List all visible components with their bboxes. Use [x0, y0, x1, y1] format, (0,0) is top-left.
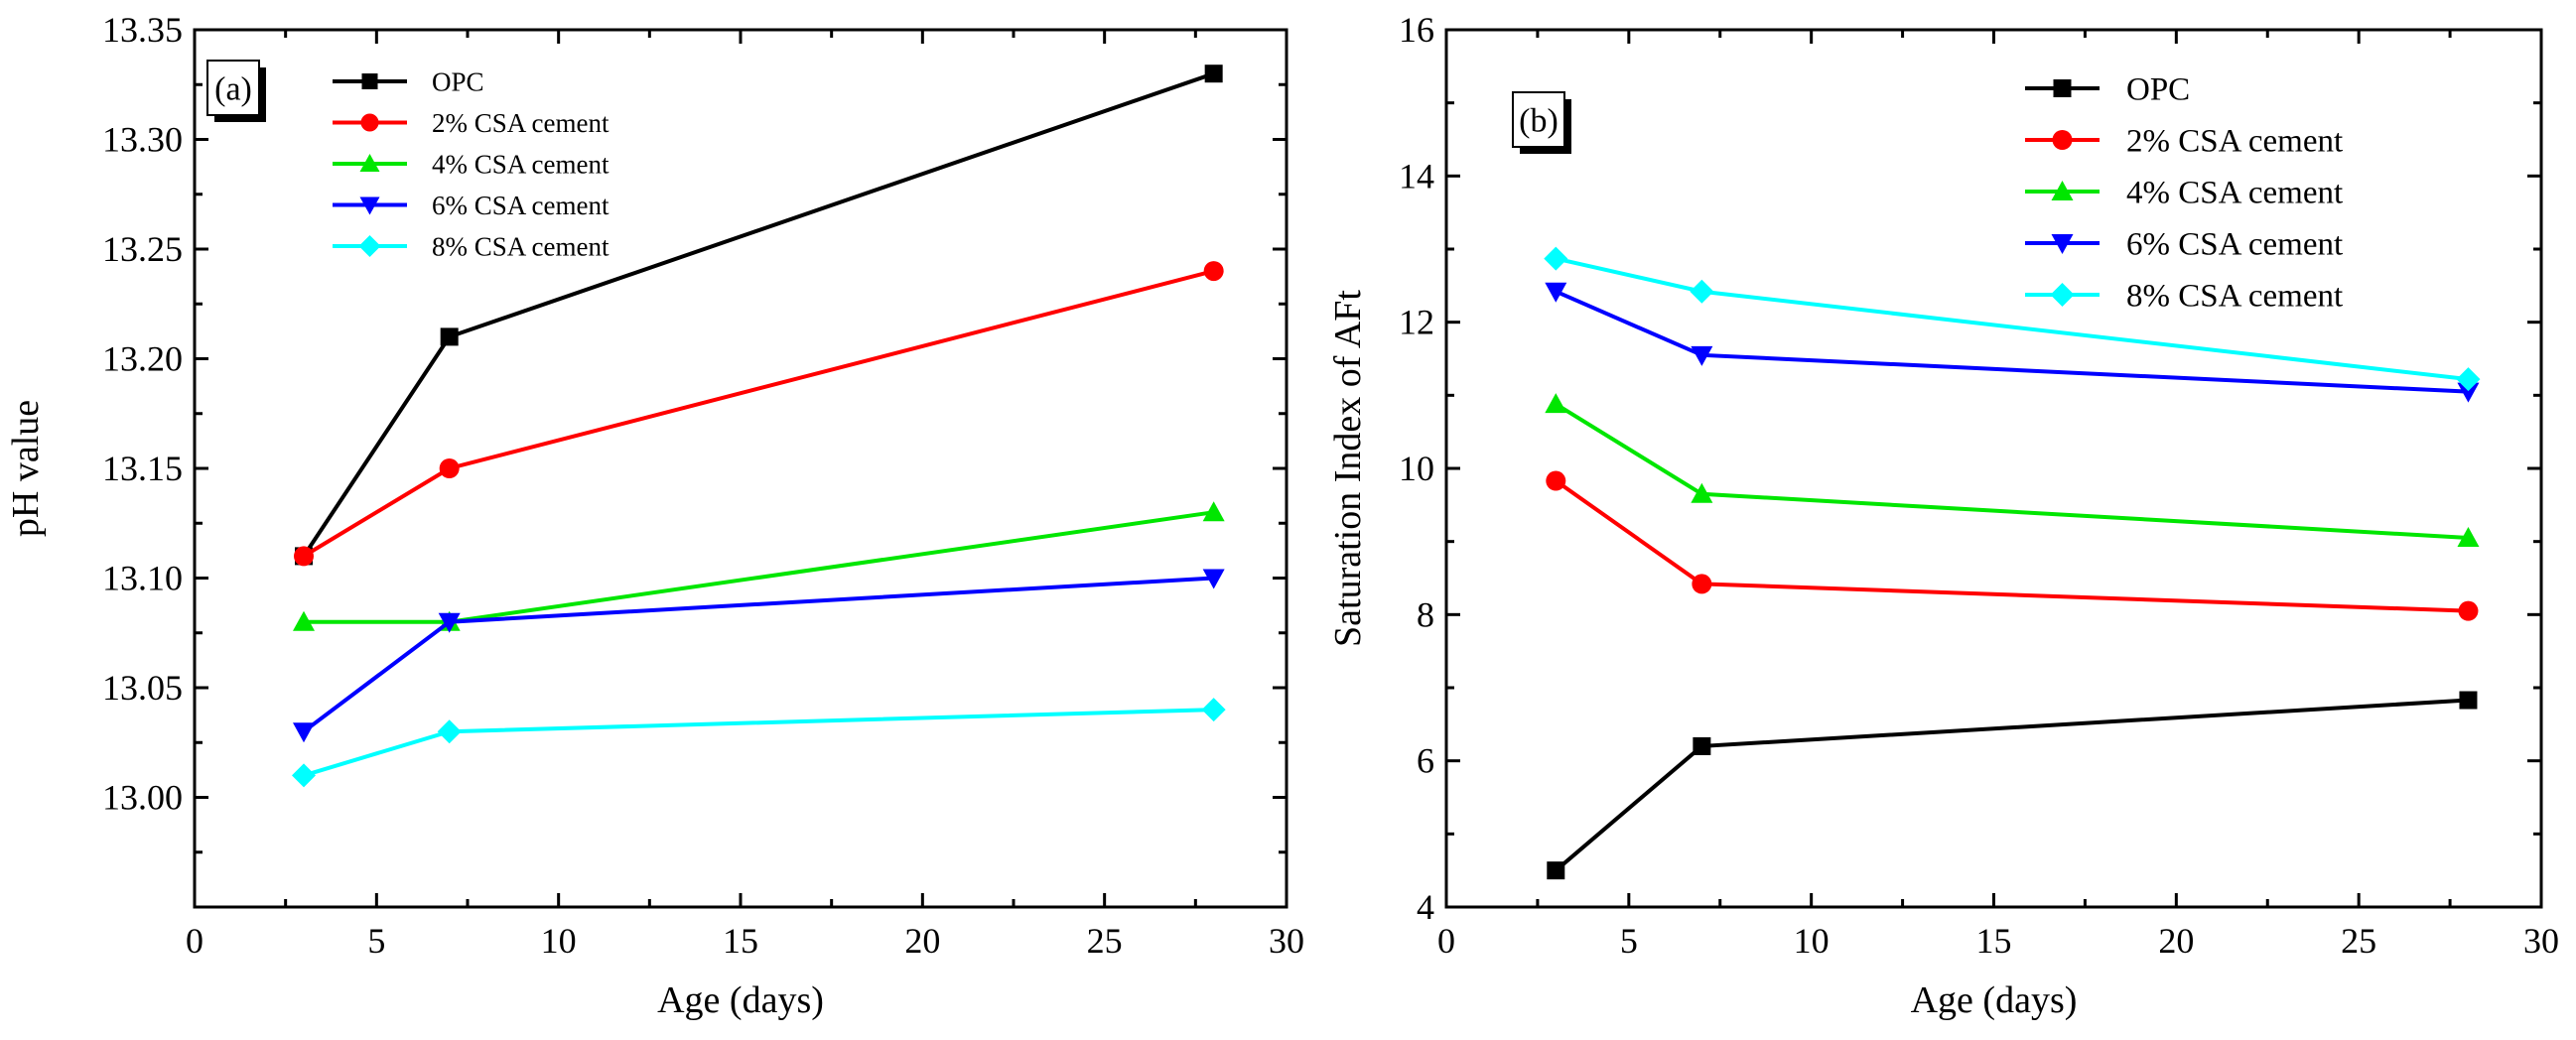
data-point	[1203, 261, 1224, 282]
data-point	[1201, 698, 1226, 722]
y-tick-label: 13.25	[102, 229, 183, 269]
y-tick-label: 13.30	[102, 120, 183, 160]
legend-marker	[2051, 234, 2074, 254]
x-tick-label: 25	[1087, 921, 1123, 961]
y-tick-label: 13.35	[102, 10, 183, 50]
legend-label: 8% CSA cement	[432, 231, 610, 261]
x-tick-label: 30	[2523, 921, 2559, 961]
x-tick-label: 15	[1976, 921, 2012, 961]
data-point	[294, 546, 314, 567]
x-tick-label: 30	[1269, 921, 1304, 961]
data-point	[1545, 282, 1567, 303]
data-point	[439, 458, 460, 478]
series-line-2	[1555, 402, 2469, 540]
data-point	[437, 719, 462, 744]
x-axis-label: Age (days)	[657, 979, 824, 1021]
legend-marker	[359, 196, 380, 215]
x-axis-label: Age (days)	[1911, 979, 2078, 1021]
legend-label: OPC	[2126, 72, 2190, 108]
x-tick-label: 25	[2341, 921, 2376, 961]
legend-label: 8% CSA cement	[2126, 279, 2343, 315]
y-tick-label: 14	[1399, 156, 1434, 195]
y-tick-label: 10	[1399, 449, 1434, 488]
panel-tag-label: (b)	[1519, 103, 1559, 140]
x-tick-label: 5	[367, 921, 385, 961]
legend-marker	[2051, 181, 2074, 200]
data-point	[2456, 367, 2481, 392]
data-point	[1692, 574, 1712, 594]
y-tick-label: 13.05	[102, 668, 183, 708]
x-tick-label: 0	[186, 921, 203, 961]
x-tick-label: 0	[1437, 921, 1455, 961]
data-point	[2459, 691, 2478, 710]
y-tick-label: 12	[1399, 303, 1434, 342]
series-line-4	[1555, 256, 2469, 382]
legend-marker	[2053, 79, 2072, 97]
x-tick-label: 10	[1794, 921, 1830, 961]
y-tick-label: 13.20	[102, 339, 183, 379]
x-tick-label: 20	[2158, 921, 2194, 961]
data-point	[2457, 382, 2480, 403]
y-axis-label: Saturation Index of AFt	[1327, 290, 1369, 647]
legend-label: 6% CSA cement	[432, 191, 610, 220]
series-line-1	[302, 269, 1215, 559]
data-point	[440, 327, 459, 346]
data-point	[1202, 501, 1225, 522]
legend-marker	[361, 73, 378, 89]
data-point	[1691, 345, 1713, 366]
legend-marker	[359, 154, 380, 172]
y-axis-label: pH value	[5, 400, 47, 537]
data-point	[1691, 482, 1713, 503]
data-point	[2458, 600, 2479, 621]
data-point	[293, 722, 315, 743]
y-tick-label: 13.10	[102, 559, 183, 598]
x-tick-label: 20	[904, 921, 940, 961]
legend-label: 4% CSA cement	[2126, 176, 2343, 211]
data-point	[293, 610, 315, 631]
plot-frame	[193, 28, 1288, 909]
panel-b: 0 5 10 15 20 25 30 4 6 8 10 12 14 16 Age (days) Saturat…	[1327, 10, 2559, 1021]
series-line-4	[303, 708, 1214, 778]
x-tick-label: 5	[1620, 921, 1638, 961]
data-point	[438, 612, 461, 633]
y-tick-label: 4	[1417, 887, 1434, 927]
legend-label: OPC	[432, 66, 484, 96]
legend-label: 4% CSA cement	[432, 149, 610, 179]
y-tick-label: 8	[1417, 594, 1434, 634]
panel-tag-box	[206, 60, 260, 116]
plot-frame	[1444, 28, 2543, 909]
data-point	[292, 763, 316, 788]
series-line-3	[302, 576, 1214, 733]
legend-marker	[360, 113, 379, 132]
panel-tag-label: (a)	[214, 71, 252, 108]
y-tick-label: 13.15	[102, 449, 183, 488]
data-point	[1545, 393, 1567, 414]
legend-label: 6% CSA cement	[2126, 227, 2343, 263]
x-tick-label: 15	[723, 921, 758, 961]
data-point	[1546, 470, 1566, 491]
data-point	[1204, 65, 1223, 83]
legend-marker	[358, 235, 381, 257]
y-tick-label: 6	[1417, 741, 1434, 781]
series-line-0	[1555, 698, 2469, 872]
legend-marker	[2052, 130, 2073, 150]
y-tick-label: 13.00	[102, 778, 183, 818]
data-point	[2457, 526, 2480, 547]
data-point	[1544, 246, 1568, 271]
legend-label: 2% CSA cement	[432, 108, 610, 138]
panel-a: 0 5 10 15 20 25 30 13.00 13.05 13.10 13.15 13.20 13.…	[5, 10, 1304, 1021]
data-point	[1690, 279, 1714, 304]
legend-label: 2% CSA cement	[2126, 124, 2343, 160]
panel-tag-box	[1512, 91, 1565, 148]
data-point	[1693, 736, 1711, 755]
data-point	[1547, 861, 1565, 880]
x-tick-label: 10	[541, 921, 577, 961]
data-point	[1202, 569, 1225, 589]
legend-marker	[2050, 283, 2075, 307]
y-tick-label: 16	[1399, 10, 1434, 50]
series-line-0	[302, 71, 1215, 558]
